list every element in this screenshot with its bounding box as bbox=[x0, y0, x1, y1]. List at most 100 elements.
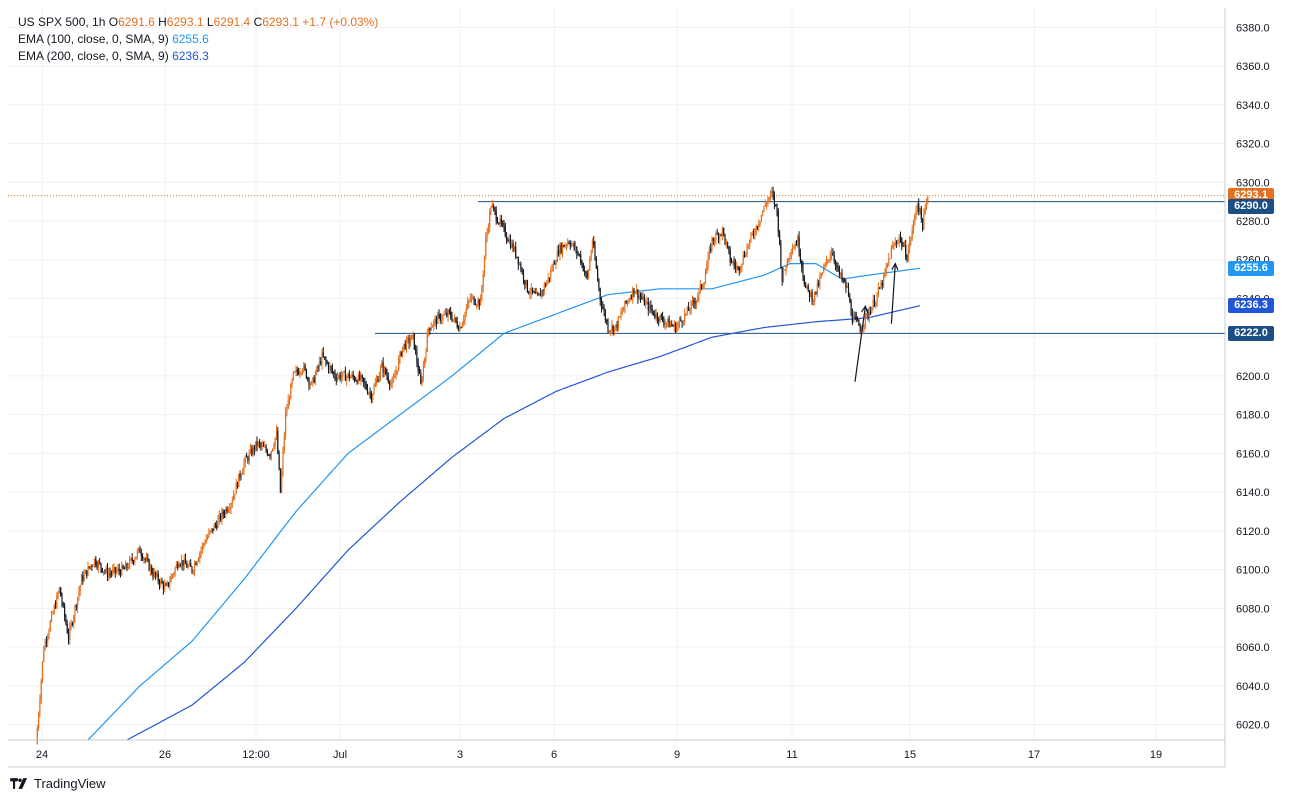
candle-body bbox=[208, 532, 210, 537]
candle-body bbox=[920, 208, 922, 219]
annotation-arrows[interactable] bbox=[854, 262, 899, 382]
candle bbox=[199, 551, 201, 564]
candle bbox=[703, 281, 705, 290]
candle-body bbox=[404, 343, 406, 349]
candle bbox=[456, 316, 458, 329]
candle-body bbox=[104, 571, 106, 573]
candle bbox=[291, 378, 293, 389]
candle-body bbox=[421, 379, 423, 384]
candle bbox=[543, 281, 545, 296]
candle bbox=[555, 259, 557, 270]
change-value: +1.7 (+0.03%) bbox=[302, 15, 379, 29]
candle bbox=[591, 238, 593, 254]
candle-body bbox=[737, 266, 739, 268]
candle bbox=[706, 260, 708, 274]
candle-body bbox=[320, 361, 322, 365]
candle bbox=[389, 380, 391, 391]
candle-body bbox=[266, 450, 268, 455]
price-tick-label: 6120.0 bbox=[1236, 526, 1270, 538]
candle bbox=[539, 288, 541, 297]
candle-body bbox=[118, 568, 120, 572]
candle bbox=[83, 568, 85, 583]
horizontal-levels[interactable] bbox=[8, 195, 1225, 334]
candle-body bbox=[677, 323, 679, 327]
candle bbox=[871, 306, 873, 314]
candle bbox=[134, 556, 136, 566]
symbol-label[interactable]: US SPX 500, 1h bbox=[18, 15, 106, 29]
legend-ema200-row[interactable]: EMA (200, close, 0, SMA, 9) 6236.3 bbox=[18, 48, 378, 65]
candle bbox=[196, 560, 198, 567]
candle-body bbox=[799, 252, 801, 261]
candle bbox=[347, 372, 349, 379]
candle-body bbox=[391, 381, 393, 384]
candle bbox=[769, 190, 772, 201]
tradingview-brand[interactable]: TradingView bbox=[10, 776, 106, 791]
candle bbox=[223, 509, 226, 519]
candle-body bbox=[270, 451, 272, 457]
candle-body bbox=[503, 224, 505, 227]
candle bbox=[715, 231, 717, 245]
candle-body bbox=[516, 256, 518, 258]
candle bbox=[711, 236, 713, 253]
candle-body bbox=[112, 569, 114, 574]
candle-body bbox=[301, 369, 304, 373]
candle-body bbox=[75, 606, 77, 608]
candle bbox=[698, 288, 700, 302]
candle bbox=[849, 292, 851, 304]
candle bbox=[131, 553, 133, 565]
candle bbox=[329, 361, 331, 375]
candle-body bbox=[888, 258, 890, 264]
candle-body bbox=[827, 259, 829, 261]
candle-body bbox=[359, 374, 361, 380]
candle-body bbox=[816, 282, 818, 294]
candle bbox=[400, 350, 402, 357]
candle bbox=[508, 234, 510, 245]
candle bbox=[227, 506, 229, 513]
candle bbox=[382, 357, 384, 378]
candle-body bbox=[802, 266, 804, 276]
candle-body bbox=[403, 343, 405, 347]
candle-body bbox=[711, 237, 713, 251]
candle-body bbox=[753, 233, 755, 235]
candle bbox=[832, 248, 834, 256]
candle-body bbox=[181, 560, 183, 565]
candle bbox=[651, 304, 653, 316]
legend-ema100-row[interactable]: EMA (100, close, 0, SMA, 9) 6255.6 bbox=[18, 31, 378, 48]
candle-body bbox=[551, 269, 553, 271]
candle bbox=[923, 208, 925, 230]
candle bbox=[209, 529, 211, 535]
candlesticks bbox=[36, 186, 929, 745]
candle bbox=[415, 344, 417, 355]
candle-body bbox=[217, 519, 219, 528]
candle-body bbox=[381, 362, 383, 368]
candle-body bbox=[294, 371, 296, 373]
candle bbox=[103, 571, 105, 576]
candle bbox=[79, 584, 81, 596]
candle-body bbox=[504, 226, 506, 237]
candle-body bbox=[820, 274, 822, 278]
candle-body bbox=[625, 300, 627, 303]
candle-body bbox=[138, 547, 140, 552]
candle-body bbox=[52, 612, 54, 614]
candle-body bbox=[671, 324, 673, 326]
candle-body bbox=[760, 215, 762, 222]
ema-100-line bbox=[87, 263, 921, 741]
candle bbox=[573, 240, 575, 252]
candle bbox=[262, 441, 265, 447]
candle bbox=[117, 564, 119, 574]
candle-body bbox=[45, 641, 47, 643]
candle-body bbox=[863, 324, 865, 328]
candle bbox=[513, 245, 515, 253]
candle bbox=[378, 371, 380, 383]
candle bbox=[546, 279, 548, 287]
candle bbox=[369, 387, 371, 399]
candle-body bbox=[161, 580, 163, 584]
candle bbox=[919, 207, 921, 215]
candle-body bbox=[292, 371, 294, 380]
candle bbox=[318, 356, 320, 372]
candle-body bbox=[80, 575, 83, 586]
candle bbox=[106, 562, 109, 581]
candle bbox=[873, 295, 876, 307]
candle-body bbox=[309, 384, 311, 386]
